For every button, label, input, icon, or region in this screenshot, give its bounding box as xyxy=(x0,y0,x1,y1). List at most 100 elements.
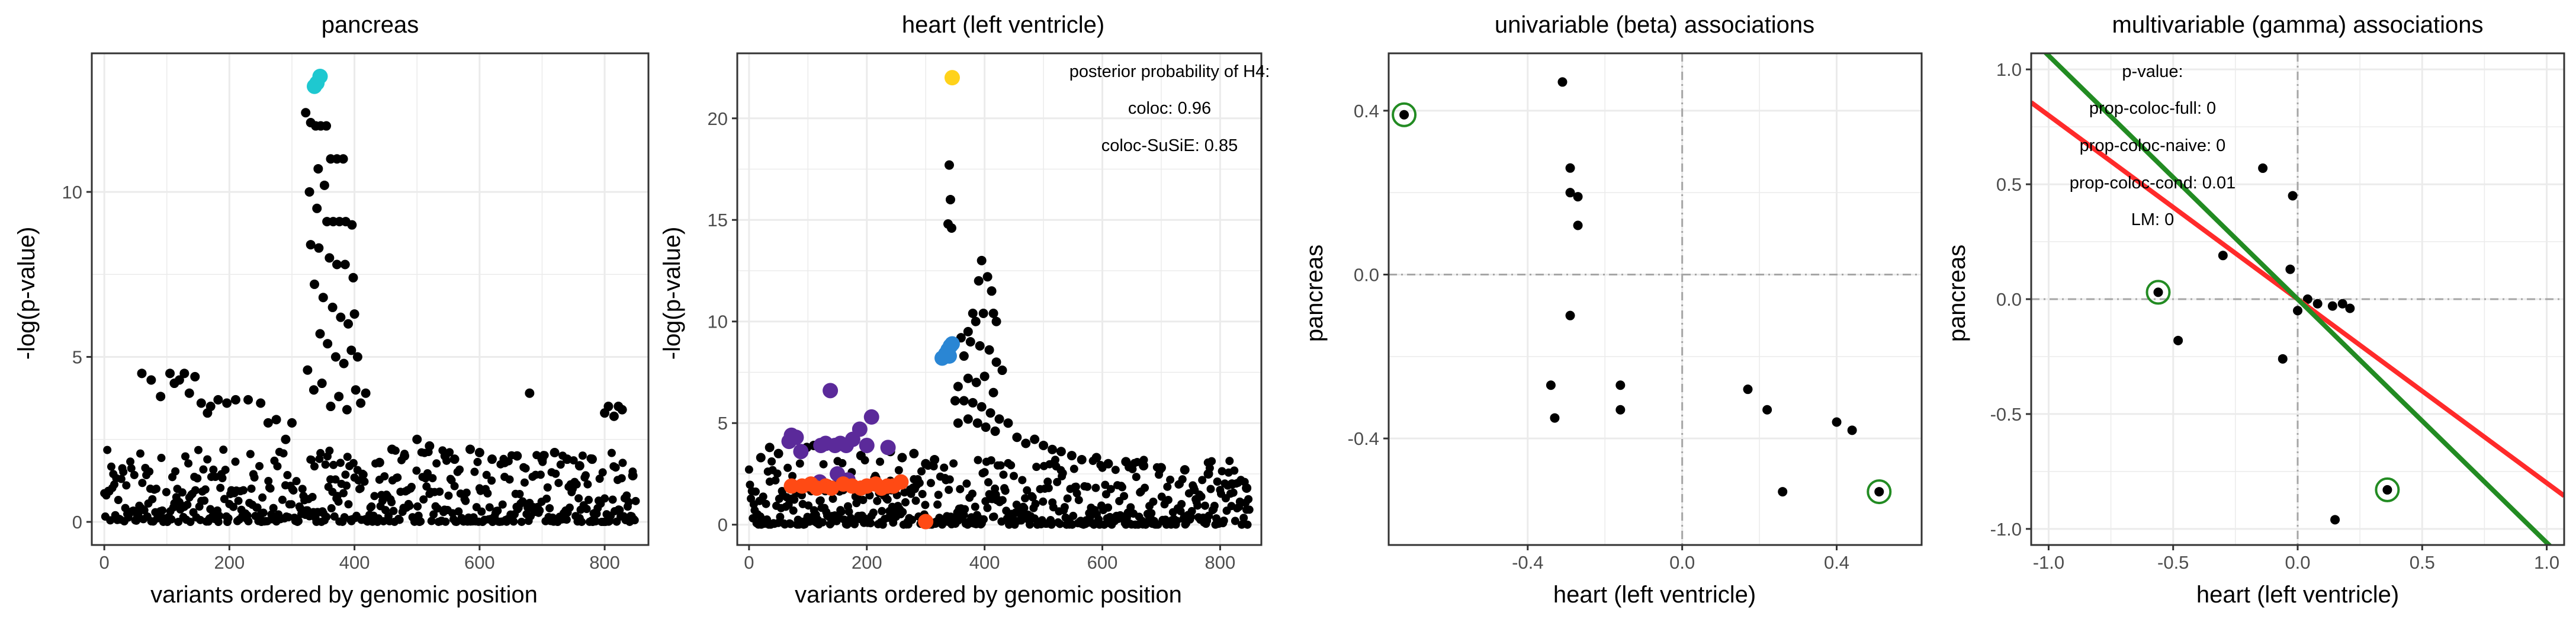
x-axis-label: variants ordered by genomic position xyxy=(150,582,538,608)
variant-point xyxy=(1083,482,1092,491)
variant-point xyxy=(1106,485,1115,493)
data-point xyxy=(2330,515,2340,525)
data-point xyxy=(1546,380,1556,390)
variant-point xyxy=(487,476,496,485)
data-point xyxy=(2285,264,2295,274)
outlier-circle xyxy=(1392,102,1417,127)
variant-point xyxy=(551,469,560,478)
data-point xyxy=(2312,299,2323,309)
variant-point xyxy=(577,517,586,526)
variant-point xyxy=(387,498,396,506)
variant-point xyxy=(1071,482,1080,491)
variant-point xyxy=(816,496,825,505)
data-point xyxy=(339,358,349,368)
data-point xyxy=(756,453,766,463)
variant-point xyxy=(1193,501,1202,510)
data-point xyxy=(971,316,981,326)
data-point xyxy=(988,309,998,319)
variant-point xyxy=(266,484,275,493)
variant-point xyxy=(298,485,307,493)
variant-point xyxy=(122,481,131,490)
variant-point xyxy=(850,520,859,528)
variant-point xyxy=(1218,467,1226,476)
variant-point xyxy=(624,498,633,506)
data-point xyxy=(921,459,931,469)
data-point xyxy=(1242,483,1252,493)
x-tick-label: 400 xyxy=(969,552,1000,573)
variant-point xyxy=(1101,480,1110,489)
data-point xyxy=(977,402,987,412)
variant-point xyxy=(883,495,892,504)
variant-point xyxy=(1026,520,1035,529)
data-point xyxy=(963,414,973,424)
variant-point xyxy=(462,488,471,497)
variant-point xyxy=(630,516,639,525)
variant-point xyxy=(536,470,545,479)
variant-point xyxy=(1091,483,1100,492)
variant-point xyxy=(1164,495,1173,504)
variant-point xyxy=(215,511,224,520)
variant-point xyxy=(145,467,154,476)
variant-point xyxy=(444,491,453,500)
data-point xyxy=(330,352,341,362)
data-point xyxy=(1077,454,1087,464)
variant-point xyxy=(255,461,264,470)
variant-point xyxy=(389,506,398,515)
data-point xyxy=(1615,405,1626,415)
data-point xyxy=(1180,465,1190,475)
data-point xyxy=(2345,303,2355,313)
outlier-circle xyxy=(1867,479,1892,505)
data-point xyxy=(487,454,497,464)
data-point xyxy=(301,108,311,118)
variant-point xyxy=(203,455,212,464)
x-tick-label: -0.4 xyxy=(1512,552,1543,573)
y-tick-label: 10 xyxy=(708,312,728,332)
variant-point xyxy=(455,465,464,474)
variant-point xyxy=(869,508,878,517)
credible-set-blue-point xyxy=(944,336,960,352)
variant-point xyxy=(1147,509,1156,518)
variant-point xyxy=(1007,461,1016,470)
variant-point xyxy=(1051,456,1059,464)
variant-point xyxy=(1018,476,1027,485)
data-point xyxy=(987,286,997,296)
variant-point xyxy=(367,502,376,511)
data-point xyxy=(953,381,963,392)
variant-point xyxy=(788,472,797,480)
x-tick-label: 0 xyxy=(744,552,754,573)
variant-point xyxy=(287,500,296,509)
data-point xyxy=(945,194,955,204)
data-point xyxy=(1565,310,1575,320)
variant-point xyxy=(148,495,157,504)
variant-point xyxy=(327,504,336,513)
variant-point xyxy=(178,488,187,497)
data-point xyxy=(1203,469,1213,479)
data-point xyxy=(2278,354,2288,364)
data-point xyxy=(909,448,919,459)
variant-point xyxy=(971,502,979,511)
variant-point xyxy=(956,485,965,493)
variant-point xyxy=(790,495,799,504)
credible-set-orange-point xyxy=(824,480,840,496)
data-point xyxy=(975,341,985,351)
variant-point xyxy=(1243,520,1252,529)
data-point xyxy=(1565,188,1575,198)
x-tick-label: 0.5 xyxy=(2410,552,2435,573)
variant-point xyxy=(308,492,317,501)
variant-point xyxy=(908,515,917,524)
variant-point xyxy=(940,463,949,472)
variant-point xyxy=(1141,483,1149,492)
data-point xyxy=(1139,461,1149,471)
y-tick-label: -0.4 xyxy=(1348,428,1379,449)
variant-point xyxy=(342,481,351,490)
annotation-line: LM: 0 xyxy=(2131,210,2174,229)
variant-point xyxy=(1058,469,1067,477)
variant-point xyxy=(795,459,804,468)
data-point xyxy=(944,160,954,170)
y-axis-label: pancreas xyxy=(1944,245,1970,342)
variant-point xyxy=(461,496,470,505)
variant-point xyxy=(259,508,268,517)
data-point xyxy=(2288,191,2298,201)
variant-point xyxy=(1047,520,1056,529)
variant-point xyxy=(485,503,494,512)
